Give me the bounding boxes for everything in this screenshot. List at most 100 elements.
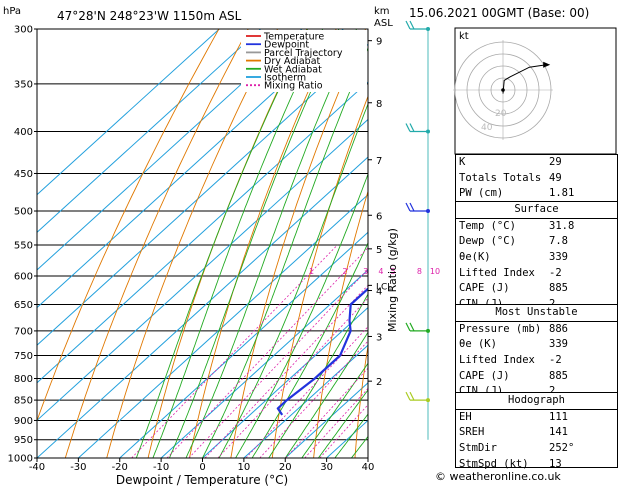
wet-adiabat-line xyxy=(168,29,340,458)
legend-box xyxy=(241,30,367,92)
height-unit-asl: ASL xyxy=(374,18,393,29)
temperature-tick-label: 10 xyxy=(238,462,251,473)
most-unstable-panel: Most Unstable Pressure (mb) 886 θe (K) 339… xyxy=(455,304,618,397)
wind-barb-flag xyxy=(405,123,411,132)
mixing-ratio-label: 8 xyxy=(417,267,422,276)
temperature-tick-label: -10 xyxy=(153,462,169,473)
hodo-row-eh: EH 111 xyxy=(459,410,568,423)
height-tick-label: 8 xyxy=(376,99,382,110)
hodo-row-stmdir: StmDir 252° xyxy=(459,442,575,455)
temperature-tick-label: -40 xyxy=(29,462,45,473)
pressure-tick-label: 700 xyxy=(14,326,33,337)
pressure-tick-label: 900 xyxy=(14,416,33,427)
mixing-ratio-line xyxy=(245,326,368,458)
surface-panel: Surface Temp (°C) 31.8 Dewp (°C) 7.8 θe(K)… xyxy=(455,201,618,310)
isotherm-line xyxy=(37,29,261,233)
wind-barb-flag xyxy=(405,20,411,30)
pressure-tick-label: 750 xyxy=(14,351,33,362)
pressure-tick-label: 800 xyxy=(14,374,33,385)
series-dewpoint xyxy=(276,287,368,416)
isotherm-line xyxy=(37,29,220,196)
pressure-tick-label: 600 xyxy=(14,271,33,282)
wind-barb-flag xyxy=(409,322,415,332)
index-row-totals: Totals Totals 49 xyxy=(459,171,562,184)
hodo-row-sreh: SREH 141 xyxy=(459,426,568,439)
wind-barb-dot xyxy=(426,209,430,214)
wind-barb-flag xyxy=(409,202,415,212)
indices-panel: K 29 Totals Totals 49 PW (cm) 1.81 xyxy=(455,154,618,203)
temperature-tick-label: -20 xyxy=(112,462,128,473)
wet-adiabat-line xyxy=(284,331,368,458)
mixing-ratio-line xyxy=(259,340,368,458)
mixing-ratio-line xyxy=(319,404,368,458)
wind-barb xyxy=(405,123,430,134)
height-tick-label: 4 xyxy=(376,287,382,298)
index-row-pw: PW (cm) 1.81 xyxy=(459,187,575,200)
hodograph-origin xyxy=(501,88,505,92)
wind-barb xyxy=(405,322,430,333)
wet-adiabat-line xyxy=(135,29,309,458)
mu-row-lifted: Lifted Index -2 xyxy=(459,354,562,367)
legend-entry: Isotherm xyxy=(264,73,306,84)
surface-row-dewp: Dewp (°C) 7.8 xyxy=(459,235,568,248)
wet-adiabat-line xyxy=(301,362,368,458)
pressure-tick-label: 500 xyxy=(14,207,33,218)
wet-adiabat-line xyxy=(235,172,368,458)
mixing-ratio-line xyxy=(166,247,368,458)
wind-barb-flag xyxy=(405,391,411,401)
mu-row-pressure: Pressure (mb) 886 xyxy=(459,322,568,335)
temperature-tick-label: -30 xyxy=(70,462,86,473)
wind-barb-dot xyxy=(426,398,430,403)
lcl-label: LCL xyxy=(376,282,392,292)
wind-barb-flag xyxy=(409,123,415,132)
legend-entry: Parcel Trajectory xyxy=(264,48,343,59)
hodo-row-stmspd: StmSpd (kt) 13 xyxy=(459,457,562,470)
wind-barb-flag xyxy=(405,202,411,212)
mixing-ratio-label: 10 xyxy=(430,267,440,276)
pressure-tick-label: 300 xyxy=(14,25,33,36)
isotherm-line xyxy=(37,81,368,384)
pressure-tick-label: 550 xyxy=(14,240,33,251)
pressure-tick-label: 400 xyxy=(14,127,33,138)
legend-entry: Wet Adiabat xyxy=(264,64,322,75)
height-tick-label: 5 xyxy=(376,245,382,256)
isotherm-line xyxy=(78,194,368,458)
surface-row-thetae: θe(K) 339 xyxy=(459,251,568,264)
height-tick-label: 2 xyxy=(376,377,382,388)
wind-barb-dot xyxy=(426,328,430,333)
height-tick-label: 3 xyxy=(376,332,382,343)
mixing-ratio-label: 5 xyxy=(390,267,395,276)
mixing-ratio-axis-label: Mixing Ratio (g/kg) xyxy=(386,228,399,332)
x-axis-label: Dewpoint / Temperature (°C) xyxy=(116,473,288,486)
isotherm-line xyxy=(160,269,368,458)
isotherm-line xyxy=(37,43,368,346)
height-tick-label: 6 xyxy=(376,211,382,222)
wind-barb-flag xyxy=(405,322,411,332)
legend-entry: Dewpoint xyxy=(264,40,309,51)
wind-barb xyxy=(405,391,430,403)
wind-barb xyxy=(405,20,430,31)
height-tick-label: 7 xyxy=(376,156,382,167)
legend-entry: Temperature xyxy=(263,32,324,43)
mixing-ratio-line xyxy=(285,367,368,458)
wind-barb-dot xyxy=(426,129,430,134)
temperature-tick-label: 20 xyxy=(279,462,292,473)
hodograph-ring-label: 40 xyxy=(481,123,493,133)
mixing-ratio-line xyxy=(188,268,368,458)
date-title: 15.06.2021 00GMT (Base: 00) xyxy=(409,6,590,20)
mixing-ratio-line xyxy=(131,244,338,458)
wet-adiabat-line xyxy=(218,102,368,458)
surface-row-lifted: Lifted Index -2 xyxy=(459,266,562,279)
pressure-tick-label: 950 xyxy=(14,435,33,446)
wet-adiabat-line xyxy=(152,29,324,458)
hodograph-panel: Hodograph EH 111 SREH 141 StmDir 252° StmSp… xyxy=(455,392,618,470)
dry-adiabat-line xyxy=(37,29,220,422)
mixing-ratio-label: 2 xyxy=(342,267,347,276)
wind-barb-dot xyxy=(426,27,430,31)
hodograph-title: Hodograph xyxy=(508,394,565,406)
wet-adiabat-line xyxy=(185,29,358,458)
dry-adiabat-line xyxy=(354,343,368,458)
isotherm-line xyxy=(202,306,368,458)
pressure-tick-label: 350 xyxy=(14,79,33,90)
mixing-ratio-label: 3 xyxy=(363,267,368,276)
